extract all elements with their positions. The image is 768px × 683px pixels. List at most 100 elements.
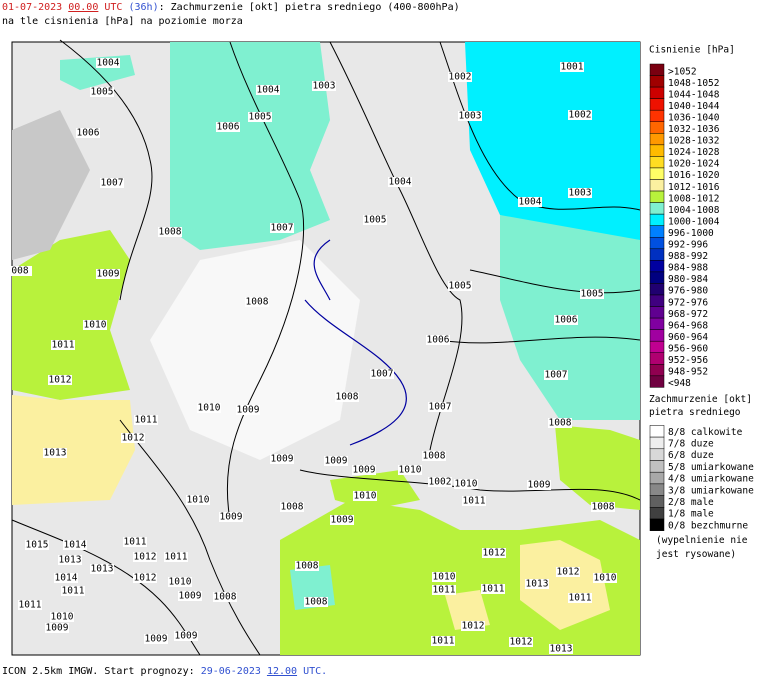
legend-swatch bbox=[649, 133, 665, 146]
isobar-label: 1010 bbox=[84, 320, 107, 331]
label-background bbox=[295, 561, 319, 571]
label-background bbox=[428, 477, 452, 487]
label-background bbox=[25, 540, 49, 550]
isobar-label: 1010 bbox=[187, 495, 210, 506]
start-date: 29-06-2023 bbox=[200, 666, 261, 677]
legend-swatch bbox=[649, 364, 665, 377]
label-background bbox=[133, 573, 157, 583]
label-background bbox=[96, 269, 120, 279]
legend-label: 960-964 bbox=[668, 332, 708, 343]
isobar bbox=[469, 269, 641, 294]
label-background bbox=[591, 502, 615, 512]
label-background bbox=[398, 465, 422, 475]
legend-swatch bbox=[649, 75, 665, 88]
isobar-label: 1008 bbox=[214, 592, 237, 603]
isobar bbox=[299, 469, 641, 501]
isobar-label: 1005 bbox=[449, 281, 472, 292]
legend-label: 1/8 male bbox=[668, 509, 714, 520]
label-background bbox=[568, 188, 592, 198]
legend-label: 2/8 male bbox=[668, 497, 714, 508]
area-1012-1016 bbox=[520, 540, 610, 630]
isobar-label: 1003 bbox=[569, 188, 592, 199]
legend-label: 4/8 umiarkowane bbox=[668, 474, 754, 485]
isobar-label: 1011 bbox=[569, 593, 592, 604]
legend-label: 0/8 bezchmurne bbox=[668, 520, 748, 531]
area-1012-1016 bbox=[12, 395, 135, 505]
legend-swatch bbox=[649, 329, 665, 342]
label-background bbox=[432, 585, 456, 595]
label-background bbox=[280, 502, 304, 512]
legend-label: 1032-1036 bbox=[668, 124, 720, 135]
legend-swatch bbox=[649, 98, 665, 111]
isobar-label: 1002 bbox=[449, 72, 472, 83]
legend-swatch bbox=[649, 460, 665, 473]
label-background bbox=[100, 178, 124, 188]
area-1008-1012 bbox=[555, 425, 640, 510]
isobar-label: 1010 bbox=[51, 612, 74, 623]
label-background bbox=[525, 579, 549, 589]
legend-label: 5/8 umiarkowane bbox=[668, 462, 754, 473]
legend-label: >1052 bbox=[668, 66, 697, 77]
isobar-label: 1008 bbox=[281, 502, 304, 513]
label-background bbox=[63, 540, 87, 550]
isobar-label: 1009 bbox=[220, 512, 243, 523]
legend-label: 7/8 duze bbox=[668, 438, 714, 449]
map: 1004100510061007100810091010101110121013… bbox=[8, 39, 641, 656]
isobar-label: 1008 bbox=[549, 418, 572, 429]
legend-swatch bbox=[649, 375, 665, 388]
legend-swatch bbox=[649, 213, 665, 226]
isobar bbox=[119, 419, 261, 656]
label-background bbox=[8, 266, 32, 276]
isobar-label: 1006 bbox=[77, 128, 100, 139]
label-background bbox=[462, 496, 486, 506]
isobar-label: 1009 bbox=[145, 634, 168, 645]
area-1008-1012 bbox=[330, 470, 420, 510]
label-background bbox=[48, 375, 72, 385]
label-background bbox=[270, 223, 294, 233]
label-background bbox=[256, 85, 280, 95]
isobar-label: 1008 bbox=[423, 451, 446, 462]
label-background bbox=[422, 451, 446, 461]
label-background bbox=[270, 454, 294, 464]
map-canvas: 1004100510061007100810091010101110121013… bbox=[8, 39, 755, 656]
isobar-label: 1011 bbox=[62, 586, 85, 597]
isobar-label: 1012 bbox=[462, 621, 485, 632]
label-background bbox=[174, 631, 198, 641]
legend: Cisnienie [hPa]>10521048-10521044-104810… bbox=[649, 45, 754, 561]
label-background bbox=[580, 289, 604, 299]
legend-label: 1044-1048 bbox=[668, 89, 720, 100]
label-background bbox=[158, 227, 182, 237]
label-background bbox=[363, 215, 387, 225]
label-background bbox=[197, 403, 221, 413]
legend-label: 1008-1012 bbox=[668, 193, 719, 204]
legend-label: 996-1000 bbox=[668, 228, 714, 239]
isobar-label: 1011 bbox=[482, 584, 505, 595]
label-background bbox=[61, 586, 85, 596]
legend-swatch bbox=[649, 167, 665, 180]
isobar-label: 1010 bbox=[169, 577, 192, 588]
label-background bbox=[216, 122, 240, 132]
legend-label: 3/8 umiarkowane bbox=[668, 485, 754, 496]
legend-label: 992-996 bbox=[668, 240, 708, 251]
legend-label: 976-980 bbox=[668, 286, 708, 297]
isobar bbox=[439, 336, 641, 344]
isobar-label: 1009 bbox=[179, 591, 202, 602]
legend-note: (wypelnienie nie bbox=[656, 535, 748, 546]
legend-swatch bbox=[649, 294, 665, 307]
label-background bbox=[432, 572, 456, 582]
legend-swatch bbox=[649, 283, 665, 296]
label-background bbox=[426, 335, 450, 345]
label-background bbox=[90, 87, 114, 97]
label-background bbox=[186, 495, 210, 505]
isobar-label: 1010 bbox=[455, 479, 478, 490]
legend-swatch bbox=[649, 109, 665, 122]
legend-label: 968-972 bbox=[668, 309, 708, 320]
isobar-label: 1010 bbox=[594, 573, 617, 584]
label-background bbox=[448, 72, 472, 82]
isobar-label: 1005 bbox=[249, 112, 272, 123]
legend-swatch bbox=[649, 483, 665, 496]
label-background bbox=[51, 340, 75, 350]
label-background bbox=[560, 62, 584, 72]
isobar-label: 1012 bbox=[134, 573, 157, 584]
isobar-label: 1005 bbox=[91, 87, 114, 98]
